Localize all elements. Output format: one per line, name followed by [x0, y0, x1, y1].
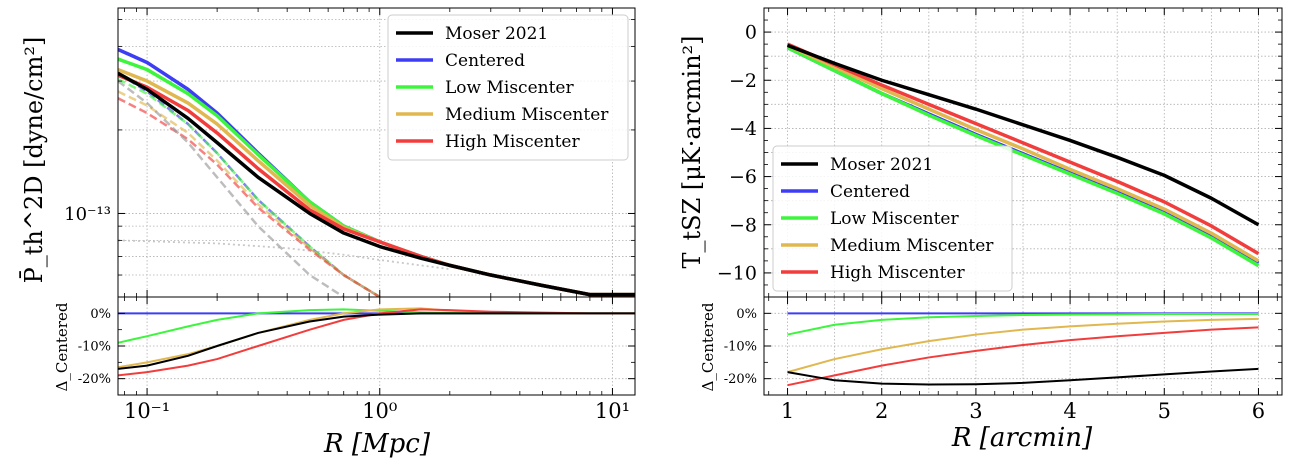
dashed-moser-2021-line	[118, 80, 345, 297]
x-tick-label: 5	[1158, 399, 1171, 423]
moser-2021-line	[118, 312, 635, 370]
right-top-panel: 0 −2 −4 −6 −8 −10	[717, 7, 1283, 298]
y-tick-label: -20%	[724, 372, 757, 387]
left-legend-label: Medium Miscenter	[445, 105, 609, 125]
y-tick-label: -10%	[724, 340, 757, 355]
y-tick-label: 10⁻¹³	[64, 204, 111, 225]
y-tick-label: −6	[729, 166, 757, 188]
lt-plot-area	[118, 8, 635, 297]
left-bottom-panel: 10⁻¹ 10⁰ 10¹ 0% -10% -20%	[78, 296, 636, 423]
y-tick-label: −2	[729, 70, 757, 92]
lb-plot-area	[118, 297, 635, 395]
x-tick-label: 10¹	[595, 399, 630, 423]
right-legend-label: Centered	[830, 182, 910, 202]
left-legend-label: Moser 2021	[445, 24, 548, 44]
right-legend-box	[772, 145, 1013, 292]
left-ratio-y-label: Δ_Centered	[53, 302, 71, 391]
y-tick-label: 0%	[90, 307, 111, 322]
right-legend-label: Low Miscenter	[830, 209, 959, 229]
left-legend: Moser 2021 Centered Low Miscenter Medium Mi…	[387, 14, 629, 161]
right-legend-label: High Miscenter	[830, 263, 965, 283]
x-tick-label: 10⁰	[362, 399, 397, 423]
y-tick-label: 0%	[736, 307, 757, 322]
dotted-baseline-line	[118, 239, 450, 271]
dashed-high-miscenter-line	[118, 97, 381, 297]
medium-miscenter-line	[786, 43, 1260, 263]
right-bottom-panel: 1 2 3 4 5 6 0% -10% -20%	[724, 296, 1283, 423]
x-tick-label: 1	[781, 399, 794, 423]
y-tick-label: 0	[745, 22, 757, 44]
left-y-axis-label: P̄_th^2D [dyne/cm²]	[20, 37, 48, 284]
x-tick-label: 10⁻¹	[124, 399, 170, 423]
y-tick-label: −4	[729, 118, 757, 140]
rt-plot-area	[764, 8, 1282, 297]
medium-miscenter-line	[787, 317, 1259, 374]
high-miscenter-line	[786, 42, 1260, 256]
right-legend: Moser 2021 Centered Low Miscenter Medium Mi…	[772, 145, 1013, 292]
dashed-centered-line	[118, 72, 381, 297]
left-legend-label: Low Miscenter	[445, 78, 574, 98]
x-tick-label: 3	[969, 399, 982, 423]
medium-miscenter-line	[118, 307, 635, 369]
y-tick-label: −8	[729, 214, 757, 236]
y-tick-label: −10	[717, 263, 757, 285]
right-y-axis-label: T_tSZ [μK·arcmin²]	[678, 35, 706, 268]
left-x-axis-label: R [Mpc]	[323, 429, 431, 459]
moser-2021-line	[118, 71, 635, 297]
x-tick-label: 6	[1252, 399, 1265, 423]
left-top-panel: 10⁻¹³	[64, 7, 636, 298]
y-tick-label: -10%	[78, 340, 111, 355]
x-tick-label: 2	[875, 399, 888, 423]
right-legend-label: Moser 2021	[830, 155, 933, 175]
y-tick-label: -20%	[78, 372, 111, 387]
low-miscenter-line	[787, 312, 1259, 336]
left-legend-label: High Miscenter	[445, 132, 580, 152]
right-legend-label: Medium Miscenter	[830, 236, 994, 256]
right-x-axis-label: R [arcmin]	[951, 423, 1093, 453]
low-miscenter-line	[786, 46, 1260, 268]
left-legend-box	[387, 14, 629, 161]
high-miscenter-line	[118, 308, 635, 377]
dashed-medium-miscenter-line	[118, 90, 381, 297]
moser-2021-line	[786, 43, 1260, 227]
high-miscenter-line	[787, 326, 1259, 387]
rb-plot-area	[764, 297, 1282, 395]
moser-2021-line	[787, 367, 1259, 386]
right-ratio-y-label: Δ_Centered	[699, 302, 717, 391]
left-legend-label: Centered	[445, 51, 525, 71]
x-tick-label: 4	[1063, 399, 1076, 423]
